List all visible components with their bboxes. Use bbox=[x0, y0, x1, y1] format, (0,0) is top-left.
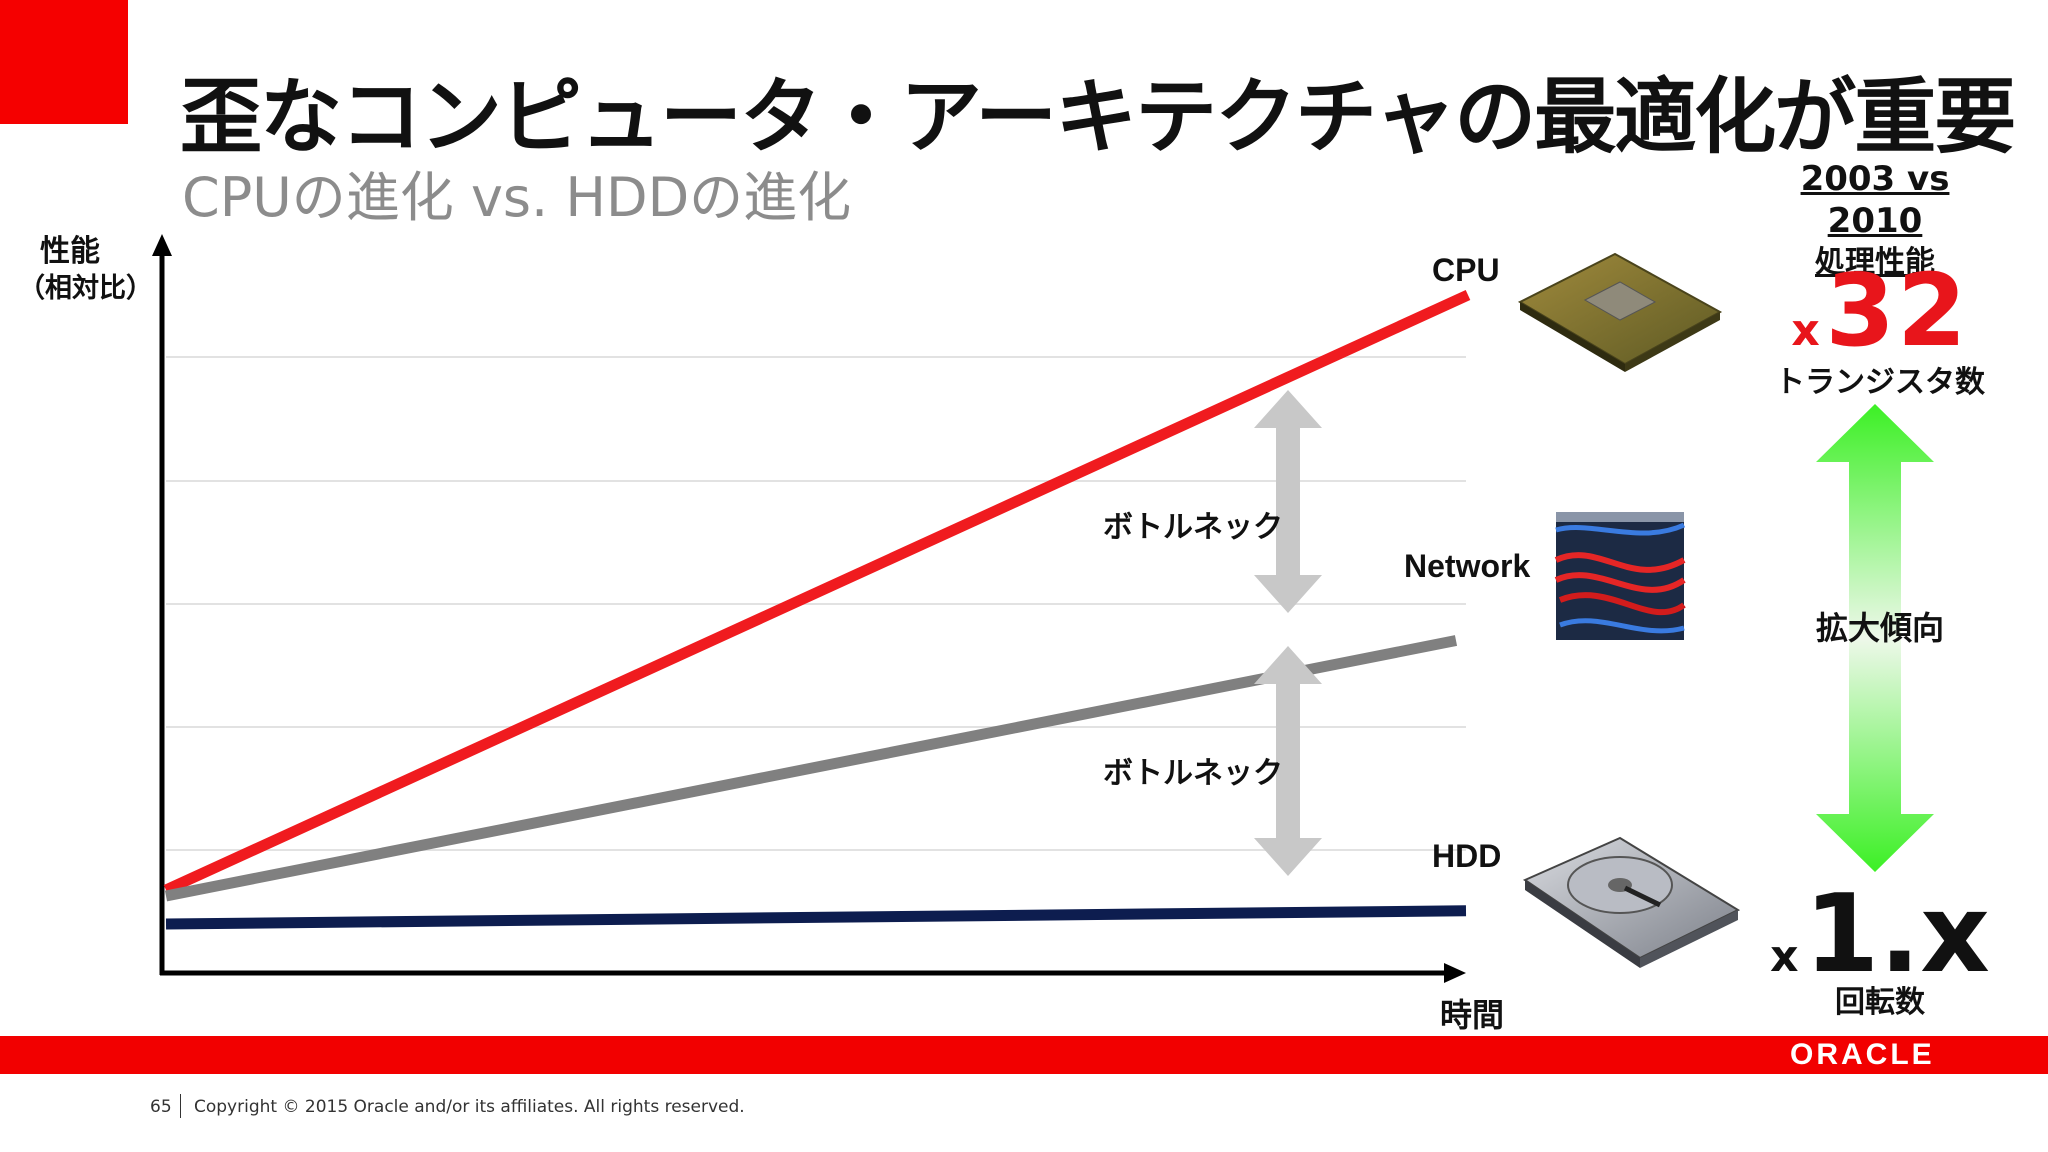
footer-separator bbox=[180, 1094, 181, 1118]
bottleneck-label-upper: ボトルネック bbox=[1103, 510, 1283, 545]
series-label-network: Network bbox=[1404, 548, 1531, 584]
series-line-network bbox=[164, 635, 1458, 902]
comparison-years: 2003 vs 2010 bbox=[1800, 159, 1950, 241]
cpu-multiplier-value: 32 bbox=[1825, 252, 1969, 369]
hdd-multiplier-value: 1.x bbox=[1804, 872, 1990, 997]
series-label-cpu: CPU bbox=[1432, 252, 1500, 288]
footer-bar bbox=[0, 1036, 2048, 1074]
hdd-multiplier-prefix: x bbox=[1770, 931, 1799, 982]
series-label-hdd: HDD bbox=[1432, 838, 1502, 874]
copyright-text: Copyright © 2015 Oracle and/or its affil… bbox=[194, 1097, 745, 1117]
bottleneck-label-lower: ボトルネック bbox=[1103, 756, 1283, 791]
y-axis-sublabel: （相対比） bbox=[18, 273, 153, 304]
hard-drive-image bbox=[1522, 836, 1741, 968]
cpu-chip-image bbox=[1517, 252, 1723, 372]
page-number: 65 bbox=[150, 1097, 172, 1117]
x-axis-arrowhead bbox=[1444, 963, 1466, 983]
slide-title: 歪なコンピュータ・アーキテクチャの最適化が重要 bbox=[180, 70, 2016, 165]
bottleneck-arrow-upper bbox=[1254, 390, 1322, 613]
brand-corner-block bbox=[0, 0, 128, 124]
cpu-caption: トランジスタ数 bbox=[1775, 365, 1985, 400]
hdd-multiplier: x 1.x bbox=[1760, 872, 2000, 997]
y-axis-label: 性能 bbox=[40, 234, 100, 269]
bottleneck-arrow-lower bbox=[1254, 646, 1322, 876]
cpu-multiplier-prefix: x bbox=[1791, 305, 1820, 356]
hdd-caption: 回転数 bbox=[1835, 985, 1925, 1020]
series-line-cpu bbox=[163, 289, 1471, 896]
oracle-logo: ORACLE bbox=[1790, 1038, 1935, 1071]
series-line-hdd bbox=[165, 905, 1467, 930]
comparison-subheading: 処理性能 bbox=[1815, 245, 1935, 280]
slide-subtitle: CPUの進化 vs. HDDの進化 bbox=[182, 166, 852, 229]
y-axis-arrowhead bbox=[152, 234, 172, 256]
comparison-heading: 2003 vs 2010 処理性能 bbox=[1750, 158, 2000, 284]
chart-grid bbox=[166, 356, 1466, 851]
network-cables-image bbox=[1554, 512, 1686, 640]
trend-label: 拡大傾向 bbox=[1815, 609, 1944, 647]
x-axis-label: 時間 bbox=[1440, 996, 1505, 1034]
trend-double-arrow bbox=[1816, 404, 1934, 872]
cpu-multiplier: x 32 bbox=[1760, 252, 2000, 369]
